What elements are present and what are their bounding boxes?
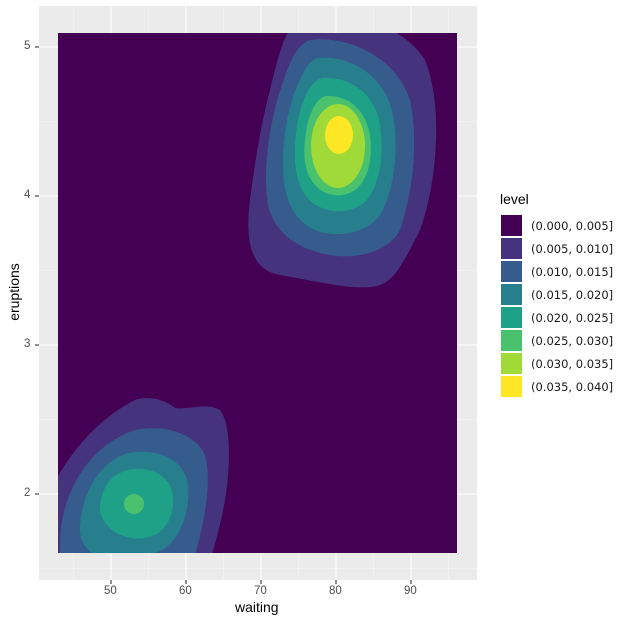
- y-axis-title: eruptions: [6, 263, 22, 321]
- legend-label: (0.035, 0.040]: [531, 379, 614, 394]
- legend-swatch: [500, 214, 523, 237]
- legend-swatch: [500, 306, 523, 329]
- legend-swatch: [500, 329, 523, 352]
- legend-label: (0.005, 0.010]: [531, 241, 614, 256]
- legend-label: (0.020, 0.025]: [531, 310, 614, 325]
- legend-swatch: [500, 375, 523, 398]
- x-tick-label: 80: [329, 585, 342, 597]
- x-axis-title: waiting: [235, 599, 279, 615]
- legend-label: (0.030, 0.035]: [531, 356, 614, 371]
- legend-item: (0.025, 0.030]: [500, 329, 613, 352]
- y-tick-label: 3: [24, 338, 31, 350]
- x-tick-label: 70: [254, 585, 267, 597]
- legend-swatch: [500, 352, 523, 375]
- x-tick-label: 60: [179, 585, 192, 597]
- legend-swatch: [500, 237, 523, 260]
- legend-label: (0.025, 0.030]: [531, 333, 614, 348]
- legend-item: (0.020, 0.025]: [500, 306, 613, 329]
- x-tick-label: 90: [404, 585, 417, 597]
- legend-title: level: [500, 191, 529, 207]
- legend-item: (0.000, 0.005]: [500, 214, 613, 237]
- legend-swatch: [500, 260, 523, 283]
- x-ticks: [110, 580, 412, 584]
- legend-swatch: [500, 283, 523, 306]
- legend: level (0.000, 0.005] (0.005, 0.010] (0.0…: [500, 191, 613, 398]
- legend-label: (0.000, 0.005]: [531, 218, 614, 233]
- legend-item: (0.010, 0.015]: [500, 260, 613, 283]
- legend-item: (0.030, 0.035]: [500, 352, 613, 375]
- y-ticks: [35, 46, 39, 495]
- y-tick-label: 5: [24, 40, 31, 52]
- legend-item: (0.015, 0.020]: [500, 283, 613, 306]
- legend-label: (0.015, 0.020]: [531, 287, 614, 302]
- legend-label: (0.010, 0.015]: [531, 264, 614, 279]
- y-tick-label: 4: [24, 189, 31, 201]
- legend-item: (0.005, 0.010]: [500, 237, 613, 260]
- density-raster: [58, 33, 457, 553]
- y-tick-label: 2: [24, 487, 31, 499]
- x-tick-label: 50: [104, 585, 117, 597]
- legend-item: (0.035, 0.040]: [500, 375, 613, 398]
